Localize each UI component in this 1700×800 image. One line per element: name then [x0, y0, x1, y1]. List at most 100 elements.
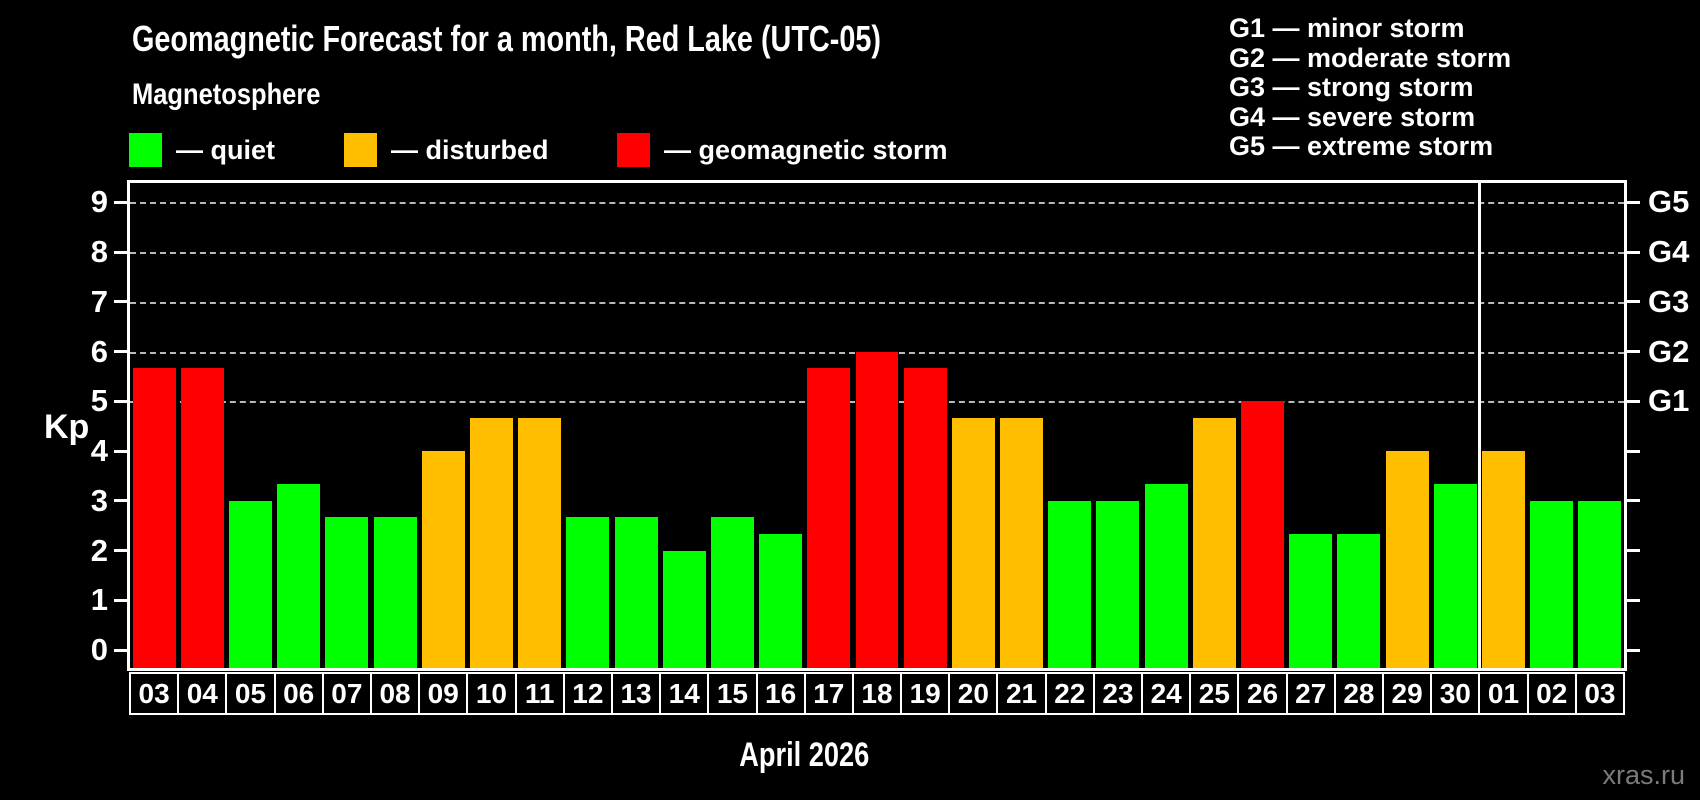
- gridline-kp7: [130, 301, 1624, 304]
- storm-color-swatch: [617, 133, 650, 167]
- quiet-color-swatch: [129, 133, 162, 167]
- day-label-box: 13: [610, 672, 662, 715]
- y-tick-right-3: [1627, 499, 1640, 503]
- bar-day-20: [951, 417, 995, 668]
- day-label-box: 21: [996, 672, 1047, 715]
- legend-item-disturbed: — disturbed: [344, 130, 549, 170]
- y-tick-label-0: 0: [90, 632, 108, 668]
- page-title: Geomagnetic Forecast for a month, Red La…: [132, 18, 1068, 60]
- y-tick-left-4: [114, 449, 127, 453]
- y-tick-left-9: [114, 200, 127, 204]
- y-tick-right-7: [1627, 300, 1640, 304]
- y-tick-right-1: [1627, 598, 1640, 602]
- day-label-box: 24: [1141, 672, 1192, 715]
- y-tick-label-7: 7: [90, 283, 108, 319]
- chart-subtitle-text: Magnetosphere: [132, 78, 321, 111]
- y-tick-label-8: 8: [90, 234, 108, 270]
- bar-day-07: [325, 517, 369, 668]
- bar-day-03: [132, 368, 176, 668]
- bar-day-27: [1289, 534, 1333, 668]
- y-tick-label-1: 1: [90, 582, 108, 618]
- day-label-box: 12: [562, 672, 613, 715]
- bar-day-09: [421, 451, 465, 668]
- g-legend-line-3: G3 — strong storm: [1229, 72, 1474, 103]
- day-label-box: 03: [129, 672, 180, 715]
- y-tick-left-3: [114, 499, 127, 503]
- day-label-box: 17: [803, 672, 854, 715]
- y-tick-right-0: [1627, 648, 1640, 652]
- plot-area: 0 1 2 3 4 5 G1 6 G2 7 G3 8 G4 9 G5: [91, 183, 1689, 668]
- legend-label-disturbed: — disturbed: [391, 134, 549, 165]
- bar-day-10: [469, 417, 513, 668]
- bar-day-04: [180, 368, 224, 668]
- bar-day-06: [277, 484, 321, 668]
- bar-day-11: [518, 417, 562, 668]
- legend-item-storm: — geomagnetic storm: [617, 130, 948, 170]
- day-label-box: 22: [1044, 672, 1095, 715]
- bar-day-26: [1241, 401, 1285, 668]
- y-tick-label-9: 9: [90, 184, 108, 220]
- g-scale-legend: G1 — minor storm G2 — moderate storm G3 — …: [1229, 13, 1511, 162]
- bar-day-23: [1096, 500, 1140, 668]
- day-label-box: 14: [659, 672, 710, 715]
- y-tick-right-5: [1627, 399, 1640, 403]
- day-label-box: 23: [1092, 672, 1144, 715]
- bar-day-25: [1192, 417, 1236, 668]
- day-label-box: 06: [273, 672, 324, 715]
- x-axis-title: April 2026: [0, 736, 1608, 775]
- y-tick-right-4: [1627, 449, 1640, 453]
- bar-day-22: [1048, 500, 1092, 668]
- g-legend-line-4: G4 — severe storm: [1229, 101, 1476, 132]
- day-label-box: 19: [900, 672, 951, 715]
- bar-day-28: [1337, 534, 1381, 668]
- day-label-box: 29: [1382, 672, 1433, 715]
- bar-day-24: [1144, 484, 1188, 668]
- y-tick-label-4: 4: [90, 433, 108, 469]
- g-axis-label-G1: G1: [1648, 383, 1690, 419]
- bar-day-18: [855, 351, 899, 668]
- y-tick-right-9: [1627, 200, 1640, 204]
- day-label-box: 08: [369, 672, 421, 715]
- bar-day-01: [1482, 451, 1525, 668]
- y-tick-left-1: [114, 598, 127, 602]
- day-label-box: 01: [1478, 672, 1529, 715]
- day-label-box: 30: [1430, 672, 1481, 715]
- bar-day-02: [1530, 500, 1574, 668]
- day-label-box: 15: [707, 672, 758, 715]
- gridline-kp9: [130, 202, 1624, 205]
- legend-label-quiet: — quiet: [176, 134, 275, 165]
- day-label-box: 09: [418, 672, 469, 715]
- bar-day-16: [759, 534, 803, 668]
- legend-label-storm: — geomagnetic storm: [664, 134, 948, 165]
- bar-day-19: [903, 368, 947, 668]
- y-tick-label-2: 2: [90, 532, 108, 568]
- y-tick-label-3: 3: [90, 482, 108, 518]
- y-tick-right-2: [1627, 549, 1640, 553]
- day-label-box: 16: [755, 672, 806, 715]
- bar-day-05: [228, 500, 272, 668]
- x-axis-day-labels: 03 04 05 06 07 08 09 10 11 12 13 14 15 16 17 18 19 20 21 22…: [129, 672, 1625, 715]
- g-legend-line-5: G5 — extreme storm: [1229, 131, 1494, 162]
- day-label-box: 26: [1237, 672, 1288, 715]
- y-tick-right-6: [1627, 350, 1640, 354]
- x-axis-title-text: April 2026: [738, 736, 870, 774]
- g-axis-label-G2: G2: [1648, 333, 1690, 369]
- bar-day-14: [662, 550, 706, 668]
- bar-day-15: [710, 517, 754, 668]
- g-axis-label-G3: G3: [1648, 283, 1690, 319]
- disturbed-color-swatch: [344, 133, 377, 167]
- y-tick-label-5: 5: [90, 383, 108, 419]
- bar-day-13: [614, 517, 658, 668]
- chart-subtitle: Magnetosphere: [132, 78, 354, 112]
- y-tick-right-8: [1627, 250, 1640, 254]
- g-axis-label-G4: G4: [1648, 234, 1690, 270]
- gridline-kp8: [130, 252, 1624, 255]
- status-legend: — quiet — disturbed — geomagnetic storm: [0, 130, 1700, 170]
- g-axis-label-G5: G5: [1648, 184, 1690, 220]
- day-label-box: 18: [851, 672, 903, 715]
- y-axis-title: Kp: [44, 408, 90, 446]
- bar-day-29: [1385, 451, 1429, 668]
- page-title-text: Geomagnetic Forecast for a month, Red La…: [132, 18, 881, 59]
- bar-day-12: [566, 517, 610, 668]
